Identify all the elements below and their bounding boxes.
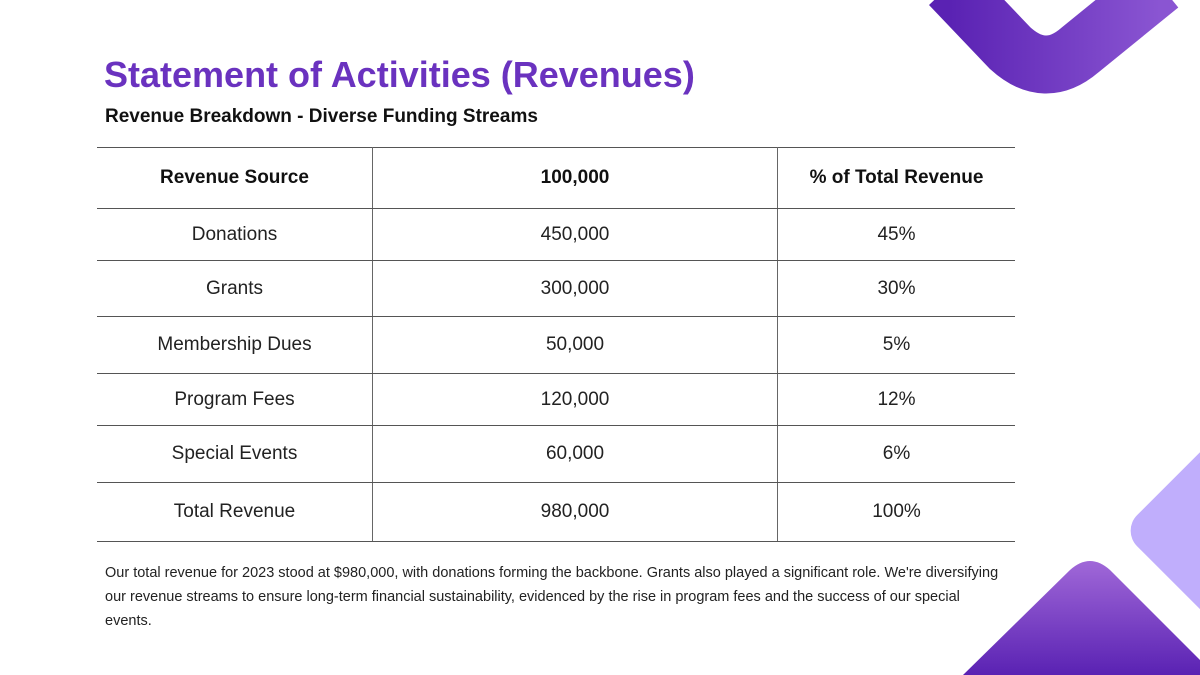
cell-percent: 5% xyxy=(777,316,1015,374)
cell-percent: 30% xyxy=(777,260,1015,317)
cell-amount: 50,000 xyxy=(372,316,778,374)
cell-amount: 120,000 xyxy=(372,373,778,426)
dark-triangle-shape xyxy=(963,561,1200,675)
cell-percent: 12% xyxy=(777,373,1015,426)
cell-percent: 45% xyxy=(777,208,1015,261)
cell-source: Program Fees xyxy=(97,373,373,426)
header-revenue-source: Revenue Source xyxy=(97,147,373,209)
cell-source: Grants xyxy=(97,260,373,317)
table-header-row: Revenue Source 100,000 % of Total Revenu… xyxy=(97,147,1015,209)
light-diamond-shape xyxy=(1130,444,1200,618)
header-percent: % of Total Revenue xyxy=(777,147,1015,209)
page-title: Statement of Activities (Revenues) xyxy=(104,54,695,95)
summary-paragraph: Our total revenue for 2023 stood at $980… xyxy=(105,565,999,629)
cell-amount: 980,000 xyxy=(372,482,778,542)
cell-source: Donations xyxy=(97,208,373,261)
cell-percent: 100% xyxy=(777,482,1015,542)
table-total-row: Total Revenue 980,000 100% xyxy=(97,482,1015,542)
table-row: Donations 450,000 45% xyxy=(97,208,1015,261)
cell-source: Membership Dues xyxy=(97,316,373,374)
top-arc-shape xyxy=(929,0,1179,94)
cell-source: Special Events xyxy=(97,425,373,483)
page-subtitle: Revenue Breakdown - Diverse Funding Stre… xyxy=(105,106,538,127)
cell-percent: 6% xyxy=(777,425,1015,483)
revenue-table: Revenue Source 100,000 % of Total Revenu… xyxy=(97,147,1015,542)
header-amount: 100,000 xyxy=(372,147,778,209)
table-row: Special Events 60,000 6% xyxy=(97,425,1015,483)
table-row: Program Fees 120,000 12% xyxy=(97,373,1015,426)
table-row: Membership Dues 50,000 5% xyxy=(97,316,1015,374)
cell-amount: 300,000 xyxy=(372,260,778,317)
cell-amount: 60,000 xyxy=(372,425,778,483)
table-row: Grants 300,000 30% xyxy=(97,260,1015,317)
cell-source: Total Revenue xyxy=(97,482,373,542)
cell-amount: 450,000 xyxy=(372,208,778,261)
